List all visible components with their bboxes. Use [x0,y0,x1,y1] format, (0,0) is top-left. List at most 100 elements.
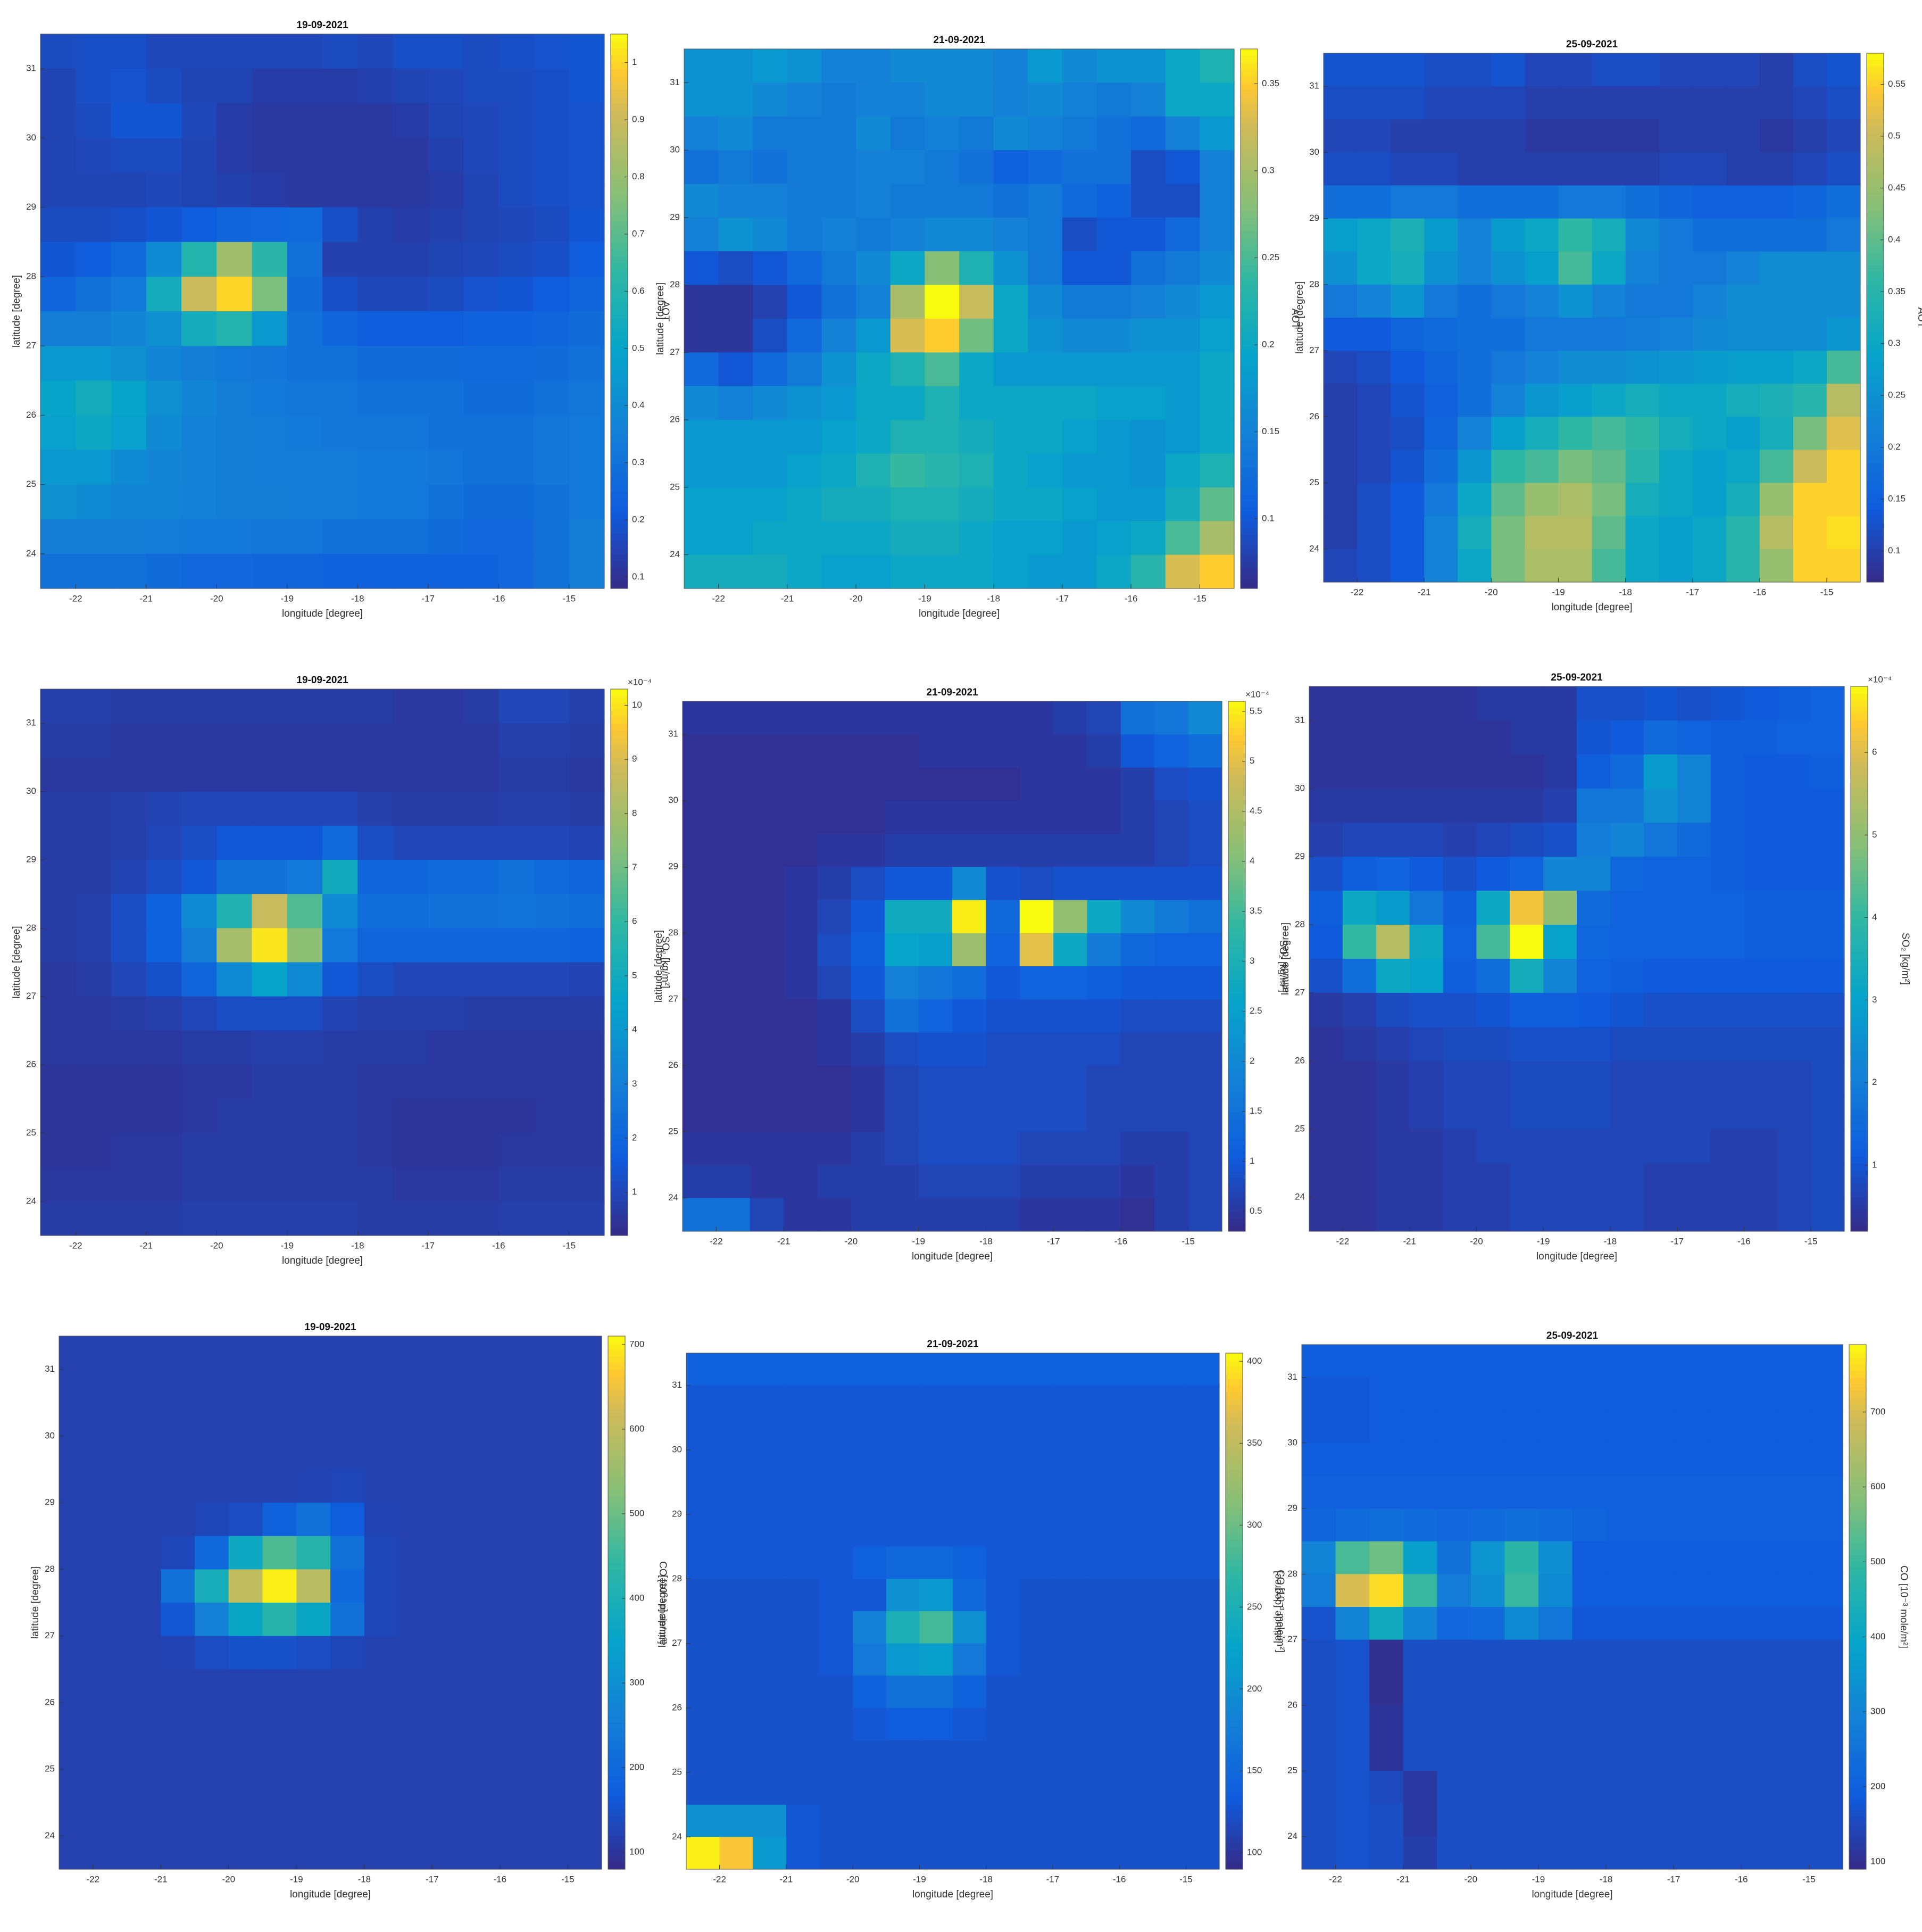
heatmap-cell [1120,933,1155,967]
colorbar-slice [611,1153,628,1161]
heatmap-cell [252,1133,288,1168]
colorbar-slice [1849,1397,1866,1404]
heatmap-cell [1165,487,1200,521]
colorbar-slice [1851,911,1868,918]
heatmap-cell [195,1702,229,1737]
colorbar-slice [1851,836,1868,843]
heatmap-cell [322,276,358,312]
y-tick-label: 26 [670,414,680,425]
heatmap-cell [569,689,605,724]
heatmap-cell [853,1353,887,1386]
y-tick-label: 26 [1309,411,1319,421]
heatmap-cell [1543,1027,1577,1062]
heatmap-cell [1324,351,1358,384]
heatmap-cell [918,834,953,867]
colorbar-slice [611,709,628,717]
heatmap-cell [1640,1738,1674,1771]
heatmap-cell [1391,483,1425,517]
heatmap-cell [428,689,464,724]
colorbar-slice [1228,1158,1245,1166]
heatmap-cell [1643,823,1678,857]
heatmap-cell [1443,993,1477,1027]
heatmap-cell [886,1546,920,1579]
heatmap-cell [1019,767,1054,801]
heatmap-cell [1165,116,1200,151]
heatmap-cell [1119,1837,1153,1870]
colorbar-slice [1867,370,1884,378]
heatmap-cell [786,1385,820,1418]
heatmap-cell [1119,1740,1153,1773]
colorbar-slice [1241,534,1258,542]
y-tick-label: 26 [668,1060,678,1070]
heatmap-cell [146,928,182,963]
heatmap-cell [1543,1095,1577,1130]
heatmap-cell [398,1436,432,1470]
heatmap-cell [686,1772,720,1805]
heatmap-cell [885,867,919,901]
plot-frame [684,48,1235,589]
heatmap-cell [59,1769,94,1803]
colorbar-slice [1867,53,1884,61]
heatmap-cell [1538,1508,1573,1542]
x-tick-label: -18 [351,593,364,603]
heatmap-cell [925,251,960,286]
heatmap-cell [500,1702,535,1737]
colorbar-slice [1228,754,1245,761]
heatmap-cell [787,453,822,488]
colorbar-slice [1228,1151,1245,1159]
heatmap-cell [432,1669,467,1703]
heatmap-cell [851,834,885,867]
heatmap-cell [161,1669,195,1703]
heatmap-cell [1019,834,1054,867]
heatmap-cell [1625,251,1660,285]
heatmap-cell [330,1802,365,1836]
heatmap-cell [1759,119,1794,153]
colorbar-slice [1226,1604,1243,1612]
heatmap-cell [1120,1099,1155,1132]
heatmap-cell [228,1436,263,1470]
heatmap-cell [1744,925,1778,959]
colorbar-slice [1867,126,1884,133]
heatmap-cell [357,859,394,894]
heatmap-cell [262,1669,297,1703]
colorbar-slice [1849,1679,1866,1686]
heatmap-cell [1775,1508,1810,1542]
heatmap-cell [296,1369,331,1403]
heatmap-cell [569,172,605,208]
heatmap-cell [886,1579,920,1612]
heatmap-cell [1357,351,1391,384]
heatmap-cell [1152,1740,1186,1773]
colorbar-slice [1851,741,1868,748]
heatmap-cell [1186,1353,1220,1386]
heatmap-cell [953,1579,987,1612]
heatmap-cell [886,1676,920,1709]
heatmap-cell [1188,900,1222,934]
heatmap-cell [890,49,925,83]
heatmap-cell [146,757,182,792]
heatmap-cell [986,1482,1020,1515]
heatmap-cell [1707,1607,1742,1640]
chart-title: 19-09-2021 [304,1322,356,1333]
colorbar-slice [1849,1403,1866,1411]
heatmap-cell [784,1032,818,1066]
colorbar-slice [1241,406,1258,414]
heatmap-cell [1019,1449,1053,1483]
heatmap-cell [40,69,76,104]
heatmap-cell [498,689,535,724]
heatmap-cell [217,723,253,758]
heatmap-cell [195,1436,229,1470]
heatmap-cell [1152,1772,1186,1805]
heatmap-cell [953,1643,987,1676]
colorbar-slice [1226,1721,1243,1728]
heatmap-cell [1186,1579,1220,1612]
heatmap-cell [716,867,751,901]
heatmap-cell [1369,1738,1404,1771]
heatmap-cell [217,172,253,208]
heatmap-cell [919,1740,953,1773]
heatmap-cell [1558,483,1593,517]
colorbar-slice [608,1403,625,1410]
heatmap-cell [330,1736,365,1770]
heatmap-cell [1309,1095,1343,1130]
heatmap-cell [1643,1061,1678,1096]
colorbar-slice [1226,1585,1243,1593]
